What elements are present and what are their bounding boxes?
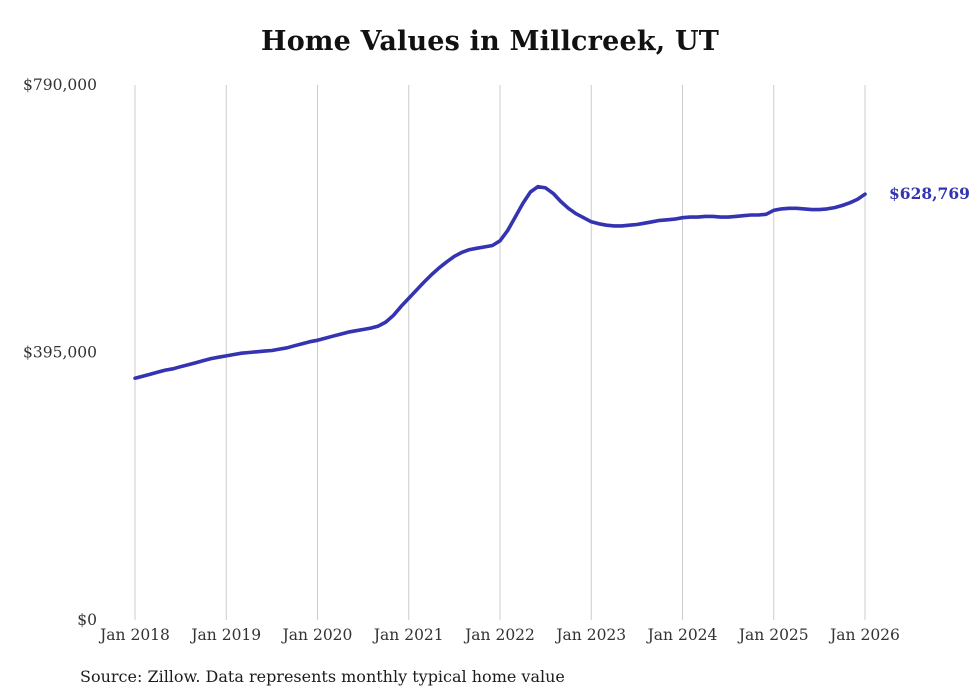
value-line xyxy=(133,184,867,380)
x-tick-label: Jan 2026 xyxy=(828,626,900,644)
x-tick-label: Jan 2025 xyxy=(737,626,809,644)
y-tick-label: $790,000 xyxy=(23,76,97,94)
x-tick-label: Jan 2020 xyxy=(281,626,353,644)
x-tick-label: Jan 2018 xyxy=(98,626,170,644)
chart-title: Home Values in Millcreek, UT xyxy=(260,26,719,57)
y-tick-label: $0 xyxy=(77,611,97,629)
y-tick-label: $395,000 xyxy=(23,344,97,362)
y-axis-labels: $790,000 $395,000 $0 xyxy=(23,76,97,629)
source-note: Source: Zillow. Data represents monthly … xyxy=(80,667,565,686)
x-tick-label: Jan 2024 xyxy=(646,626,718,644)
x-tick-label: Jan 2021 xyxy=(372,626,444,644)
x-tick-label: Jan 2023 xyxy=(554,626,626,644)
gridlines xyxy=(134,85,866,620)
x-tick-label: Jan 2022 xyxy=(463,626,535,644)
end-value-label: $628,769 xyxy=(889,184,970,203)
x-axis-labels: Jan 2018 Jan 2019 Jan 2020 Jan 2021 Jan 2022… xyxy=(98,626,900,644)
x-tick-label: Jan 2019 xyxy=(189,626,261,644)
